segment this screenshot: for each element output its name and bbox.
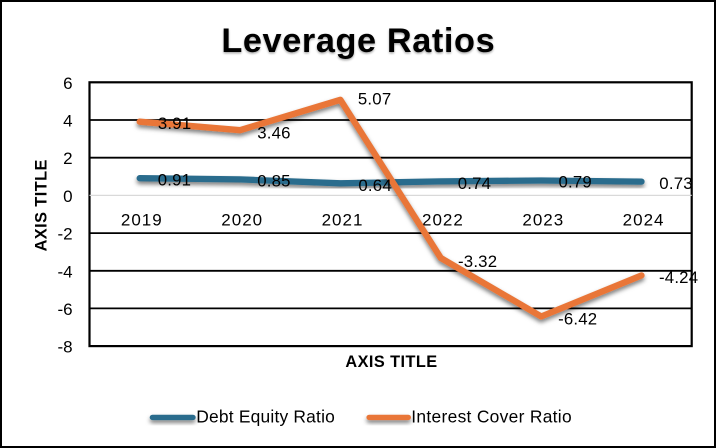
svg-text:AXIS TITLE: AXIS TITLE — [345, 353, 437, 371]
svg-text:3.91: 3.91 — [158, 114, 191, 133]
svg-text:2020: 2020 — [221, 211, 263, 230]
svg-text:-4.24: -4.24 — [659, 268, 698, 287]
svg-text:0.91: 0.91 — [158, 170, 191, 189]
svg-text:5.07: 5.07 — [358, 90, 391, 109]
svg-text:-4: -4 — [57, 262, 72, 281]
svg-text:2024: 2024 — [623, 211, 665, 230]
svg-text:4: 4 — [63, 112, 72, 131]
svg-text:Leverage Ratios: Leverage Ratios — [221, 22, 495, 60]
svg-text:2: 2 — [63, 149, 72, 168]
svg-text:0.85: 0.85 — [257, 172, 290, 191]
svg-text:2022: 2022 — [422, 211, 464, 230]
svg-text:2021: 2021 — [322, 211, 364, 230]
svg-text:Interest Cover Ratio: Interest Cover Ratio — [411, 406, 572, 426]
svg-text:0.79: 0.79 — [559, 172, 592, 191]
svg-text:AXIS TITLE: AXIS TITLE — [33, 159, 51, 251]
svg-text:3.46: 3.46 — [257, 123, 290, 142]
svg-text:0.64: 0.64 — [358, 176, 391, 195]
svg-text:0.74: 0.74 — [458, 174, 491, 193]
svg-text:2023: 2023 — [522, 211, 564, 230]
svg-text:Debt Equity Ratio: Debt Equity Ratio — [196, 406, 335, 426]
svg-text:0.73: 0.73 — [659, 174, 692, 193]
svg-text:2019: 2019 — [121, 211, 163, 230]
svg-text:-3.32: -3.32 — [458, 252, 497, 271]
svg-text:-6: -6 — [57, 300, 72, 319]
svg-text:0: 0 — [63, 187, 72, 206]
svg-text:-8: -8 — [57, 338, 72, 357]
svg-text:6: 6 — [63, 74, 72, 93]
svg-text:-6.42: -6.42 — [558, 309, 597, 328]
svg-text:-2: -2 — [57, 225, 72, 244]
